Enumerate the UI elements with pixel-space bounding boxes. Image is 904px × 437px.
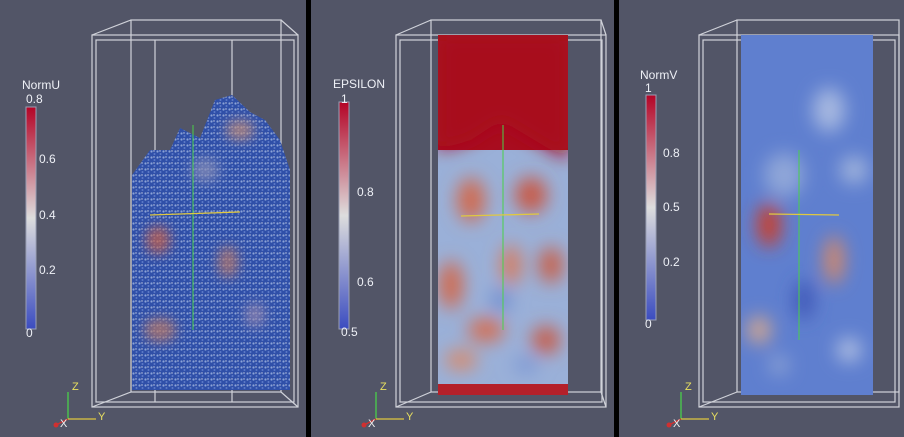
- normv-scene: [645, 19, 900, 428]
- colorbar-tick: 0.2: [39, 263, 56, 277]
- normu-viewport[interactable]: NormU 0.8 0.6 0.4 0.2 0 Z Y X: [0, 0, 306, 437]
- colorbar-title: NormV: [640, 68, 678, 82]
- normv-viewport[interactable]: NormV 1 0.8 0.5 0.2 0 Z Y X: [619, 0, 904, 437]
- axis-label-z: Z: [72, 381, 79, 393]
- axis-label-x: X: [60, 418, 68, 430]
- colorbar-tick: 0.6: [357, 275, 374, 289]
- epsilon-colorbar: [338, 101, 350, 330]
- epsilon-viewport[interactable]: EPSILON 1 0.8 0.6 0.5 Z Y X: [311, 0, 614, 437]
- y-axis-line: [768, 213, 840, 216]
- colorbar-title: NormU: [22, 78, 60, 92]
- colorbar-tick: 0.6: [39, 152, 56, 166]
- colorbar-tick: 1: [645, 81, 652, 95]
- colorbar-tick: 0.5: [663, 200, 680, 214]
- colorbar-tick: 0: [645, 317, 652, 331]
- orientation-triad: [666, 392, 709, 428]
- normu-colorbar: [25, 106, 37, 330]
- colorbar-tick: 0: [26, 326, 33, 340]
- orientation-triad: [361, 392, 404, 428]
- colorbar-tick: 0.8: [357, 185, 374, 199]
- axis-label-z: Z: [685, 381, 692, 393]
- colorbar-tick: 0.4: [39, 208, 56, 222]
- epsilon-scene: [338, 19, 607, 428]
- y-axis-line: [460, 213, 540, 217]
- normv-colorbar: [645, 94, 657, 321]
- axis-label-x: X: [673, 418, 681, 430]
- normu-scene: [25, 19, 299, 428]
- colorbar-tick: 1: [341, 92, 348, 106]
- axis-label-y: Y: [711, 411, 719, 423]
- particle-column: [132, 95, 290, 390]
- colorbar-title: EPSILON: [333, 77, 386, 91]
- orientation-triad: [53, 392, 96, 428]
- colorbar-tick: 0.2: [663, 255, 680, 269]
- axis-label-z: Z: [380, 381, 387, 393]
- y-axis-line: [149, 211, 241, 216]
- axis-label-x: X: [368, 418, 376, 430]
- colorbar-tick: 0.8: [663, 146, 680, 160]
- axis-label-y: Y: [98, 411, 106, 423]
- colorbar-tick: 0.5: [341, 325, 358, 339]
- colorbar-tick: 0.8: [26, 92, 43, 106]
- axis-label-y: Y: [406, 411, 414, 423]
